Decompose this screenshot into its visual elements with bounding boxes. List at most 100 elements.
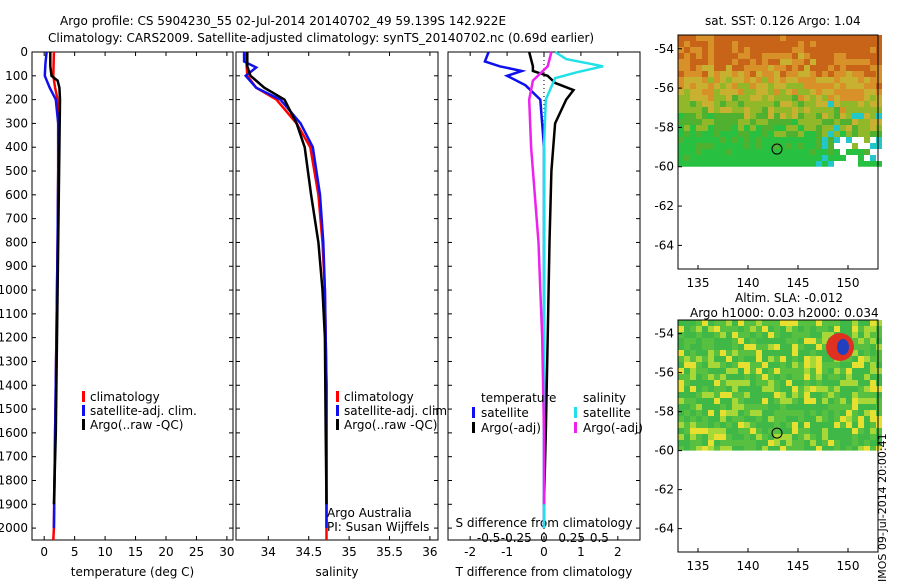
map-cell <box>714 155 720 161</box>
map-cell <box>738 338 744 344</box>
map-cell <box>690 332 696 338</box>
map-cell <box>846 332 852 338</box>
map-cell <box>804 65 810 71</box>
map-cell <box>816 113 822 119</box>
map-cell <box>834 422 840 428</box>
map-cell <box>876 47 882 53</box>
map-cell <box>684 71 690 77</box>
map-cell <box>696 161 702 167</box>
map-cell <box>738 368 744 374</box>
map-cell <box>786 155 792 161</box>
map-cell <box>774 374 780 380</box>
map-cell <box>858 416 864 422</box>
legend-label: climatology <box>344 390 414 404</box>
map-cell <box>864 131 870 137</box>
map-cell <box>846 107 852 113</box>
map-cell <box>840 71 846 77</box>
annotation-line2: PI: Susan Wijffels <box>327 520 429 534</box>
map-cell <box>684 422 690 428</box>
map-cell <box>870 380 876 386</box>
map-cell <box>810 338 816 344</box>
map-cell <box>714 53 720 59</box>
map-cell <box>792 125 798 131</box>
map-cell <box>828 386 834 392</box>
map-cell <box>798 83 804 89</box>
depth-tick-label: 1700 <box>0 450 28 464</box>
x-tick-label: 10 <box>97 545 112 559</box>
map-cell <box>702 404 708 410</box>
map-cell <box>708 440 714 446</box>
map-cell <box>876 404 882 410</box>
map-cell <box>762 380 768 386</box>
map-cell <box>720 113 726 119</box>
map-cell <box>810 344 816 350</box>
map-cell <box>798 332 804 338</box>
map-cell <box>714 113 720 119</box>
map-cell <box>774 71 780 77</box>
salinity-series-1 <box>242 52 328 529</box>
map-cell <box>834 380 840 386</box>
map-cell <box>864 125 870 131</box>
map-cell <box>708 53 714 59</box>
map-cell <box>732 65 738 71</box>
map-cell <box>858 332 864 338</box>
map-cell <box>738 137 744 143</box>
map-cell <box>816 65 822 71</box>
map-cell <box>714 374 720 380</box>
map-cell <box>708 404 714 410</box>
map-cell <box>768 338 774 344</box>
map-cell <box>786 95 792 101</box>
map-cell <box>696 368 702 374</box>
map-cell <box>780 137 786 143</box>
depth-tick-label: 1500 <box>0 402 28 416</box>
map-cell <box>756 143 762 149</box>
map-cell <box>804 344 810 350</box>
map-cell <box>876 95 882 101</box>
map-cell <box>732 131 738 137</box>
map-cell <box>876 83 882 89</box>
map-cell <box>696 362 702 368</box>
map-cell <box>762 404 768 410</box>
map-cell <box>690 119 696 125</box>
map-cell <box>870 107 876 113</box>
map-cell <box>876 350 882 356</box>
map-cell <box>774 332 780 338</box>
map-cell <box>804 356 810 362</box>
map-cell <box>744 131 750 137</box>
map-cell <box>840 386 846 392</box>
map-cell <box>822 77 828 83</box>
map-cell <box>798 113 804 119</box>
map-cell <box>738 410 744 416</box>
map-cell <box>810 356 816 362</box>
map-cell <box>720 137 726 143</box>
map-cell <box>792 368 798 374</box>
map-cell <box>678 161 684 167</box>
map-cell <box>810 83 816 89</box>
map-cell <box>696 344 702 350</box>
map-cell <box>804 125 810 131</box>
legend-salinity-title: salinity <box>583 391 626 405</box>
map-cell <box>756 89 762 95</box>
map-cell <box>678 143 684 149</box>
map-cell <box>690 89 696 95</box>
map-cell <box>810 47 816 53</box>
map-cell <box>714 416 720 422</box>
map-cell <box>804 35 810 41</box>
map-cell <box>798 428 804 434</box>
map-cell <box>792 143 798 149</box>
legend-swatch <box>336 391 339 402</box>
map-cell <box>756 83 762 89</box>
map-cell <box>852 47 858 53</box>
map-cell <box>822 344 828 350</box>
map-cell <box>732 113 738 119</box>
map-cell <box>678 83 684 89</box>
map-cell <box>816 155 822 161</box>
map-cell <box>678 89 684 95</box>
map-cell <box>690 107 696 113</box>
map-cell <box>870 440 876 446</box>
map-cell <box>708 434 714 440</box>
map-cell <box>726 113 732 119</box>
map-cell <box>684 53 690 59</box>
map-cell <box>786 83 792 89</box>
map-cell <box>792 422 798 428</box>
